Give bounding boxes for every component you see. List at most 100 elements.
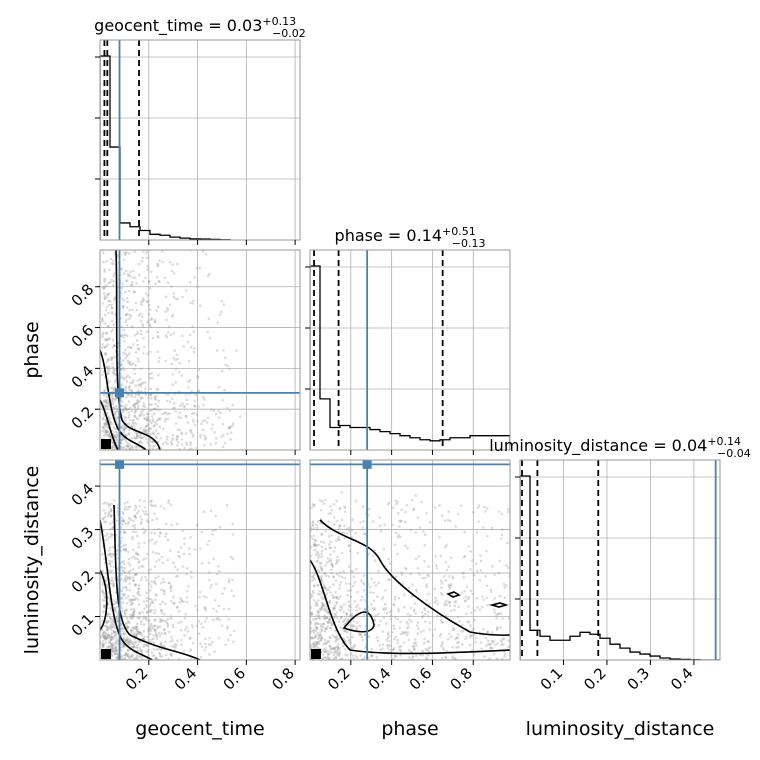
scatter-point <box>482 526 485 529</box>
scatter-point <box>188 378 192 382</box>
scatter-point <box>130 641 134 644</box>
scatter-point <box>150 408 154 412</box>
scatter-point <box>146 552 149 556</box>
scatter-point <box>146 611 149 615</box>
scatter-point <box>148 588 152 592</box>
scatter-point <box>351 635 354 639</box>
scatter-point <box>127 639 130 643</box>
scatter-point <box>336 653 339 656</box>
scatter-point <box>122 548 126 551</box>
scatter-point <box>463 589 466 593</box>
scatter-point <box>107 337 111 341</box>
scatter-point <box>107 569 111 573</box>
scatter-point <box>193 399 196 403</box>
scatter-point <box>373 559 377 562</box>
scatter-point <box>115 656 119 660</box>
scatter-point <box>220 299 224 303</box>
scatter-point <box>441 593 444 596</box>
scatter-point <box>321 597 325 601</box>
scatter-point <box>123 609 127 613</box>
scatter-point <box>104 422 108 425</box>
scatter-point <box>127 516 131 520</box>
scatter-point <box>140 303 143 306</box>
scatter-point <box>133 333 137 337</box>
scatter-point <box>174 381 178 384</box>
scatter-point <box>214 412 218 416</box>
scatter-point <box>370 602 373 606</box>
scatter-point <box>338 595 342 598</box>
scatter-point <box>399 654 402 657</box>
scatter-point <box>157 527 160 531</box>
scatter-point <box>135 512 139 515</box>
scatter-point <box>181 529 184 533</box>
scatter-point <box>343 524 346 528</box>
scatter-point <box>124 352 127 356</box>
scatter-point <box>403 593 406 597</box>
scatter-point <box>176 568 180 571</box>
scatter-point <box>125 433 128 437</box>
scatter-point <box>159 617 162 621</box>
scatter-point <box>143 430 147 434</box>
scatter-point <box>186 630 190 633</box>
scatter-point <box>332 647 335 651</box>
scatter-point <box>158 558 161 561</box>
scatter-point <box>133 406 137 410</box>
scatter-point <box>224 356 227 360</box>
scatter-point <box>345 612 348 615</box>
scatter-point <box>122 636 126 639</box>
scatter-point <box>139 579 143 582</box>
scatter-point <box>139 436 143 439</box>
scatter-point <box>378 648 382 652</box>
scatter-point <box>149 629 153 633</box>
scatter-point <box>311 589 315 593</box>
scatter-point <box>343 647 347 651</box>
scatter-point <box>421 653 424 657</box>
scatter-point <box>105 635 109 638</box>
scatter-point <box>397 607 400 611</box>
scatter-point <box>399 649 403 653</box>
scatter-point <box>157 360 161 363</box>
scatter-point <box>381 647 384 650</box>
scatter-point <box>363 588 366 592</box>
scatter-point <box>115 407 119 411</box>
scatter-point <box>501 617 504 620</box>
scatter-point <box>173 601 176 605</box>
scatter-point <box>163 590 166 594</box>
x-axis-label-luminosity_distance: luminosity_distance <box>526 718 715 740</box>
scatter-point <box>160 611 164 615</box>
scatter-point <box>347 608 351 612</box>
scatter-point <box>102 292 106 295</box>
scatter-point <box>401 630 404 634</box>
scatter-point <box>164 640 167 644</box>
scatter-point <box>186 380 190 383</box>
scatter-point <box>389 617 392 621</box>
scatter-point <box>130 654 134 657</box>
scatter-point <box>312 631 316 635</box>
scatter-point <box>190 575 193 579</box>
scatter-point <box>341 620 345 624</box>
scatter-point <box>456 636 459 640</box>
scatter-point <box>205 617 208 620</box>
scatter-point <box>183 542 186 545</box>
hist-panel-phase: phase = 0.14+0.51 −0.13 <box>305 225 511 455</box>
scatter-point <box>203 437 207 441</box>
scatter-point <box>114 650 118 653</box>
scatter-point <box>149 350 152 354</box>
scatter-point <box>322 617 326 620</box>
scatter-point <box>132 379 135 382</box>
scatter-point <box>502 637 506 641</box>
scatter-point <box>440 582 444 585</box>
scatter-point <box>425 583 428 587</box>
scatter-point <box>393 654 397 658</box>
scatter-point <box>312 643 316 646</box>
x-tick-label: 0.4 <box>365 664 395 694</box>
scatter-point <box>447 585 451 588</box>
scatter-point <box>322 541 326 544</box>
scatter-point <box>207 561 211 565</box>
scatter-point <box>136 553 140 557</box>
scatter-point <box>155 419 159 422</box>
scatter-point <box>113 652 117 656</box>
scatter-point <box>386 633 390 636</box>
scatter-point <box>153 531 157 535</box>
scatter-point <box>439 592 443 595</box>
